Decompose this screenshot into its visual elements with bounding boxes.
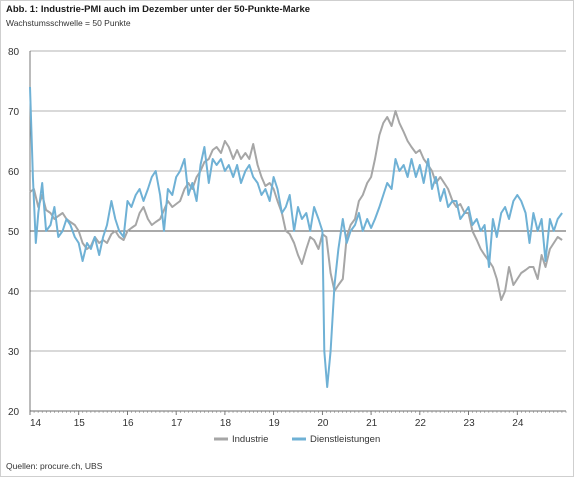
series-line-dienstleistungen <box>29 86 563 388</box>
x-tick-label: 22 <box>415 418 427 429</box>
x-tick-label: 20 <box>317 418 329 429</box>
x-tick-label: 18 <box>220 418 232 429</box>
x-tick-label: 16 <box>122 418 134 429</box>
x-axis-ticks: 14 15 16 17 18 19 20 21 22 23 24 <box>29 411 567 429</box>
x-tick-label: 24 <box>512 418 524 429</box>
chart-subtitle: Wachstumsschwelle = 50 Punkte <box>6 18 131 28</box>
legend-label: Industrie <box>232 434 268 445</box>
y-axis-ticks: 20 30 40 50 60 70 80 <box>8 47 20 418</box>
chart-title: Abb. 1: Industrie-PMI auch im Dezember u… <box>6 4 311 15</box>
y-tick-label: 70 <box>8 107 20 118</box>
legend: Industrie Dienstleistungen <box>214 434 380 445</box>
x-tick-label: 19 <box>269 418 281 429</box>
legend-label: Dienstleistungen <box>310 434 380 445</box>
x-tick-label: 15 <box>74 418 86 429</box>
y-tick-label: 60 <box>8 167 20 178</box>
y-tick-label: 80 <box>8 47 20 58</box>
series-line-industrie <box>29 110 563 301</box>
source-note: Quellen: procure.ch, UBS <box>6 461 103 471</box>
x-tick-label: 17 <box>171 418 183 429</box>
y-tick-label: 30 <box>8 347 20 358</box>
y-tick-label: 50 <box>8 227 20 238</box>
x-tick-label: 23 <box>464 418 476 429</box>
series-lines <box>29 86 563 388</box>
y-tick-label: 40 <box>8 287 20 298</box>
x-tick-label: 14 <box>30 418 42 429</box>
y-tick-label: 20 <box>8 407 20 418</box>
x-tick-label: 21 <box>366 418 378 429</box>
